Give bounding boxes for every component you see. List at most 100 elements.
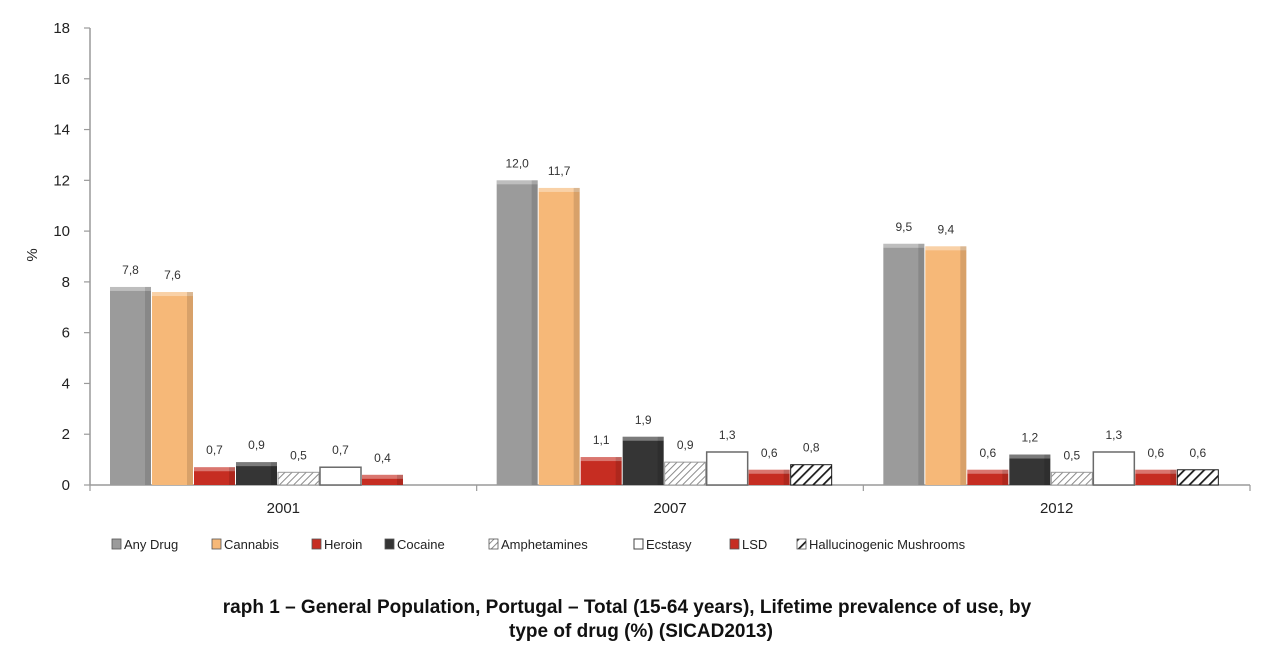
caption-line-1: raph 1 – General Population, Portugal – …: [222, 597, 1032, 618]
data-label: 0,5: [290, 448, 307, 462]
data-label: 0,6: [979, 446, 996, 460]
bar-hallucinogenic-mushrooms-2012: [1176, 469, 1219, 486]
bar-shade: [1044, 454, 1051, 485]
bar-cocaine-2007: [622, 436, 664, 485]
legend-label-cannabis: Cannabis: [224, 537, 279, 552]
data-label: 0,6: [761, 446, 778, 460]
data-label: 0,6: [1147, 446, 1164, 460]
caption-line-2: type of drug (%) (SICAD2013): [509, 621, 773, 642]
x-tick-label: 2007: [653, 500, 686, 517]
bar-shade: [615, 457, 622, 485]
y-tick-label: 8: [62, 274, 70, 291]
x-tick-label: 2001: [267, 500, 300, 517]
bar-any-drug-2001: [110, 286, 151, 485]
y-tick-label: 10: [53, 223, 70, 240]
legend-label-cocaine: Cocaine: [397, 537, 445, 552]
y-tick-label: 6: [62, 325, 70, 342]
bar-shade: [187, 292, 193, 485]
bar-highlight: [748, 469, 790, 474]
data-label: 1,1: [593, 433, 610, 447]
bar-heroin-2001: [194, 467, 235, 485]
chart-svg: % 0 2 4 6 8 10 12 14 16 18 2001 2007 2012 7,8 7,6 0,7 0…: [24, 20, 1251, 552]
data-label: 1,3: [1105, 428, 1122, 442]
bar-lsd-2001: [362, 474, 403, 485]
bar-lsd-2012: [1135, 469, 1177, 485]
data-label: 0,7: [332, 443, 349, 457]
bar-highlight: [967, 469, 1009, 474]
bar-highlight: [538, 187, 580, 192]
y-tick-label: 14: [53, 122, 70, 139]
data-label: 7,6: [164, 268, 181, 282]
legend-label-hallucinogenic-mushrooms: Hallucinogenic Mushrooms: [809, 537, 966, 552]
bar-highlight: [883, 243, 925, 248]
bar-heroin-2007: [580, 457, 622, 485]
bar-shade: [229, 467, 235, 485]
legend-swatch-any-drug: [111, 538, 122, 550]
bar-shade: [531, 180, 538, 486]
bar-shade: [271, 462, 277, 485]
data-label: 9,4: [937, 222, 954, 236]
y-tick-label: 4: [62, 375, 70, 392]
legend-swatch-cocaine: [384, 538, 395, 550]
bar-highlight: [580, 457, 622, 462]
bar-highlight: [194, 467, 235, 472]
data-label: 0,6: [1189, 446, 1206, 460]
data-label: 0,8: [803, 441, 820, 455]
legend-label-amphetamines: Amphetamines: [501, 537, 588, 552]
legend-swatch-hallucinogenic-mushrooms: [796, 538, 807, 550]
y-tick-label: 16: [53, 71, 70, 88]
bar-highlight: [152, 292, 193, 297]
bar-amphetamines-2007: [664, 461, 707, 486]
bar-highlight: [1009, 454, 1051, 459]
bar-any-drug-2012: [883, 243, 925, 485]
bar-highlight: [622, 436, 664, 441]
y-axis-label: %: [24, 248, 41, 261]
bar-cannabis-2012: [925, 246, 967, 485]
x-tick-label: 2012: [1040, 500, 1073, 517]
y-tick-label: 0: [62, 477, 70, 494]
bar-shade: [573, 187, 580, 485]
legend-swatch-cannabis: [211, 538, 222, 550]
bar-hallucinogenic-mushrooms-2007: [790, 464, 833, 486]
bar-amphetamines-2001: [277, 471, 320, 486]
bar-shade: [960, 246, 967, 485]
data-label: 1,9: [635, 413, 652, 427]
legend-swatch-amphetamines: [488, 538, 499, 550]
bar-cannabis-2001: [152, 292, 193, 485]
bar-any-drug-2007: [496, 180, 538, 486]
bar-lsd-2007: [748, 469, 790, 485]
y-tick-label: 18: [53, 20, 70, 37]
chart-caption: raph 1 – General Population, Portugal – …: [0, 596, 1282, 644]
y-tick-label: 2: [62, 426, 70, 443]
bar-ecstasy-2012: [1092, 451, 1136, 486]
bar-amphetamines-2012: [1050, 471, 1093, 486]
bar-cocaine-2012: [1009, 454, 1051, 485]
bar-ecstasy-2001: [319, 466, 362, 486]
bar-shade: [1002, 469, 1009, 485]
bar-shade: [918, 243, 925, 485]
bar-shade: [783, 469, 790, 485]
data-label: 0,4: [374, 451, 391, 465]
data-label: 11,7: [548, 164, 571, 178]
data-label: 0,9: [248, 438, 265, 452]
legend-swatch-lsd: [729, 538, 740, 550]
data-label: 1,2: [1021, 431, 1038, 445]
bar-shade: [657, 436, 664, 485]
data-label: 12,0: [505, 156, 529, 170]
legend-swatch-heroin: [311, 538, 322, 550]
bar-highlight: [236, 462, 277, 467]
data-label: 1,3: [719, 428, 736, 442]
data-label: 7,8: [122, 263, 139, 277]
bar-shade: [397, 474, 403, 485]
legend-label-ecstasy: Ecstasy: [646, 537, 692, 552]
bar-cocaine-2001: [236, 462, 277, 485]
data-label: 0,9: [677, 438, 694, 452]
data-label: 0,5: [1063, 448, 1080, 462]
chart: % 0 2 4 6 8 10 12 14 16 18 2001 2007 2012 7,8 7,6 0,7 0…: [24, 20, 1251, 552]
bar-ecstasy-2007: [705, 451, 749, 486]
bar-shade: [1170, 469, 1177, 485]
bar-highlight: [925, 246, 967, 251]
legend-label-any-drug: Any Drug: [124, 537, 178, 552]
bar-highlight: [496, 180, 538, 185]
bar-highlight: [1135, 469, 1177, 474]
